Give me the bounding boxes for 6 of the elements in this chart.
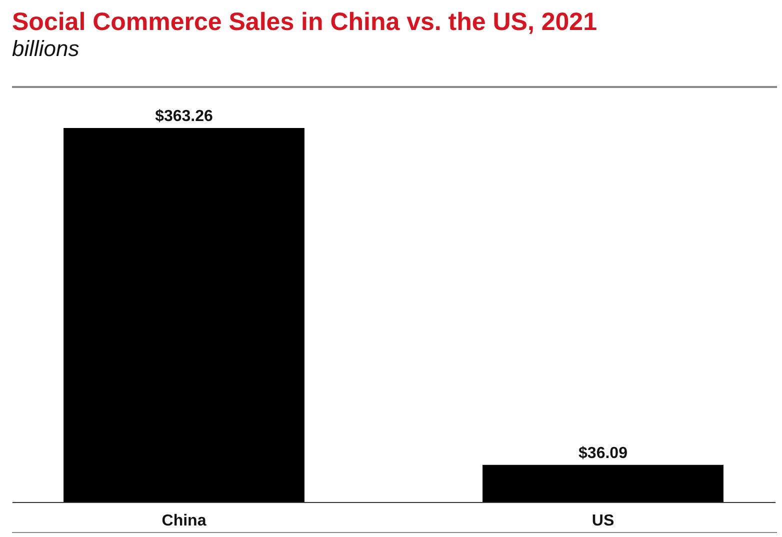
x-tick-label: US <box>592 512 614 530</box>
data-label: $363.26 <box>155 108 214 125</box>
x-tick-label: China <box>162 512 206 530</box>
chart-subtitle: billions <box>12 36 80 61</box>
chart-title: Social Commerce Sales in China vs. the US, 2021 <box>12 8 598 36</box>
data-label: $36.09 <box>578 444 628 462</box>
